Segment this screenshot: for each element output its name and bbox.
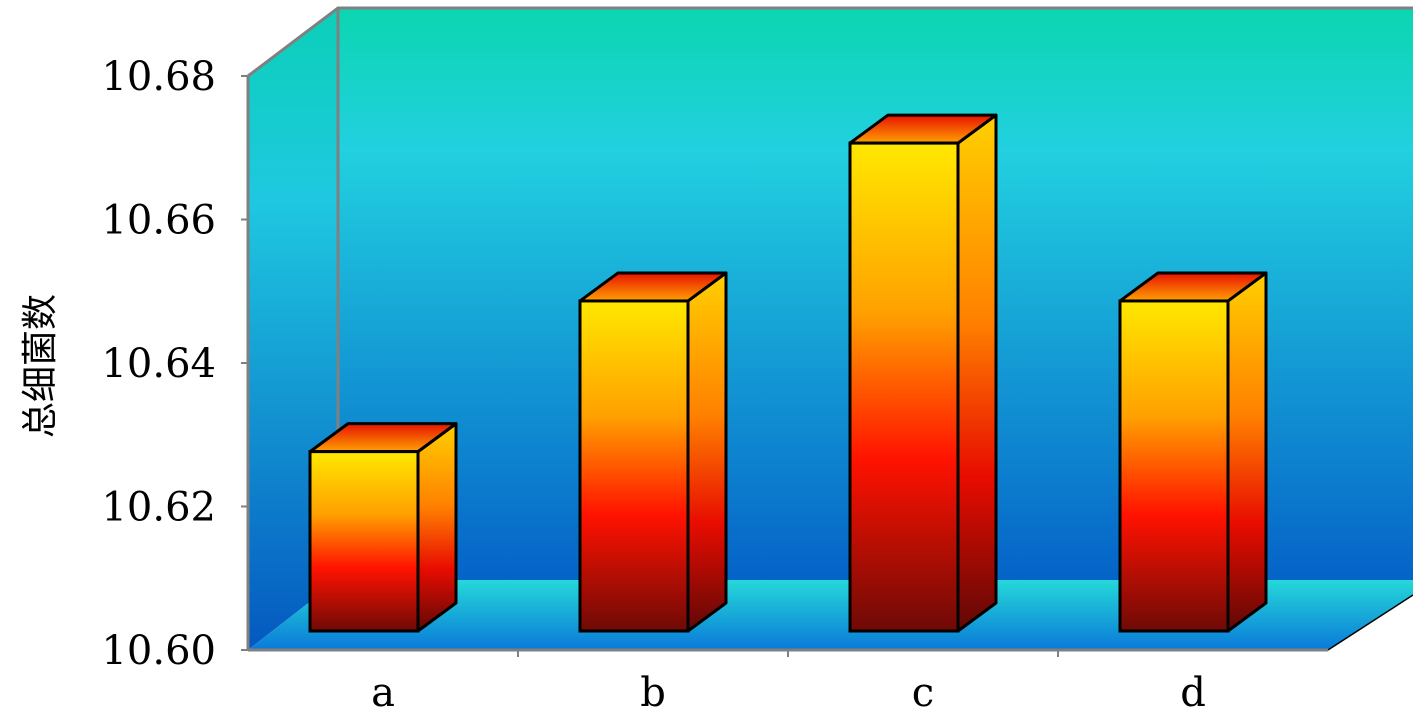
bar-c	[848, 113, 998, 633]
bar-side-face	[416, 422, 458, 633]
x-category-label: d	[1180, 670, 1206, 711]
bar-front-face	[848, 141, 960, 633]
bar-front-face	[578, 299, 690, 633]
bars	[308, 113, 1268, 633]
y-tick-label: 10.60	[101, 628, 216, 674]
bar-front-face	[1118, 299, 1230, 633]
bar-d	[1118, 271, 1268, 633]
x-category-label: a	[371, 670, 395, 711]
y-axis-label: 总细菌数	[20, 294, 61, 438]
y-ticks: 10.60 10.62 10.64 10.66 10.68	[101, 54, 248, 674]
y-tick-label: 10.62	[101, 485, 216, 531]
y-tick-label: 10.66	[101, 198, 216, 244]
x-category-label: b	[640, 670, 666, 711]
y-tick-label: 10.68	[101, 54, 216, 100]
x-category-label: c	[912, 670, 934, 711]
bar-b	[578, 271, 728, 633]
y-tick-label: 10.64	[101, 341, 216, 387]
bar-front-face	[308, 450, 420, 633]
bar-side-face	[1226, 271, 1268, 633]
floor-front-right-edge	[1327, 594, 1413, 651]
bar-side-face	[956, 113, 998, 633]
bar-a	[308, 422, 458, 633]
bar-side-face	[686, 271, 728, 633]
x-ticks: a b c d	[371, 650, 1206, 711]
